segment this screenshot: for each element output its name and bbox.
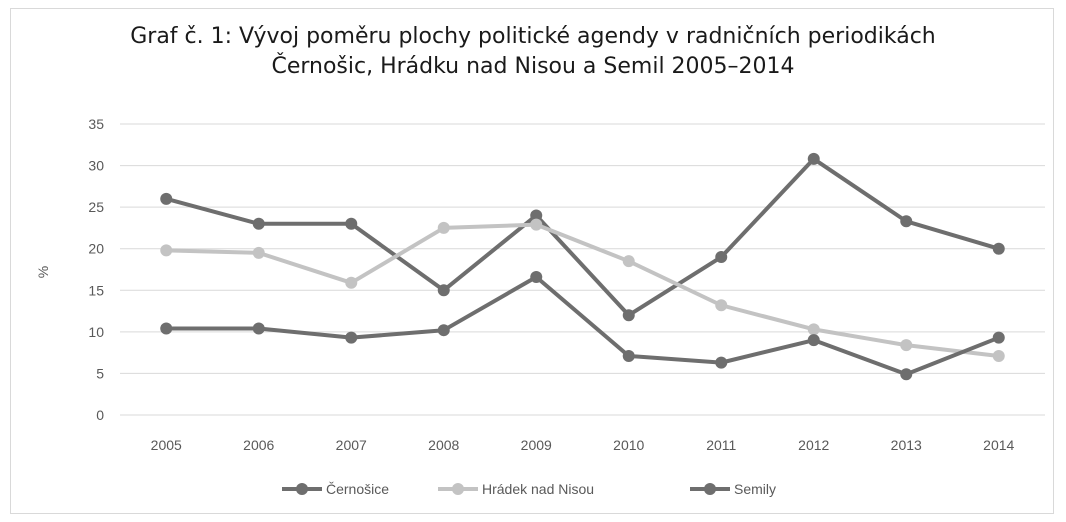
- data-point: [252, 217, 265, 230]
- series-line: [164, 274, 1001, 377]
- data-point: [992, 242, 1005, 255]
- legend-item: Hrádek nad Nisou: [438, 481, 594, 497]
- data-point: [437, 324, 450, 337]
- x-tick-label: 2006: [243, 437, 274, 453]
- data-point: [437, 284, 450, 297]
- series-line: [164, 156, 1001, 318]
- x-tick-label: 2005: [151, 437, 182, 453]
- y-axis-ticks: 0 5 10 15 20 25 30 35: [88, 116, 104, 423]
- data-point: [160, 192, 173, 205]
- legend-swatch-marker: [452, 483, 464, 495]
- data-point: [622, 349, 635, 362]
- chart-title: Graf č. 1: Vývoj poměru plochy politické…: [0, 22, 1066, 82]
- series-2: [160, 218, 1005, 362]
- legend-swatch-marker: [296, 483, 308, 495]
- legend: Černošice Hrádek nad Nisou Semily: [282, 481, 776, 497]
- data-point: [160, 322, 173, 335]
- series-line: [164, 222, 1001, 358]
- data-point: [530, 209, 543, 222]
- data-point: [900, 339, 913, 352]
- y-tick-label: 0: [96, 407, 104, 423]
- series-1: [160, 152, 1005, 322]
- y-tick-label: 35: [88, 116, 104, 132]
- data-point: [900, 368, 913, 381]
- data-point: [437, 221, 450, 234]
- chart-title-line-1: Graf č. 1: Vývoj poměru plochy politické…: [130, 24, 936, 49]
- x-tick-label: 2012: [798, 437, 829, 453]
- data-point: [900, 215, 913, 228]
- data-point: [622, 309, 635, 322]
- data-point: [530, 270, 543, 283]
- data-point: [992, 349, 1005, 362]
- legend-item: Semily: [690, 481, 776, 497]
- data-point: [992, 331, 1005, 344]
- x-tick-label: 2008: [428, 437, 459, 453]
- x-tick-label: 2010: [613, 437, 644, 453]
- x-tick-label: 2007: [336, 437, 367, 453]
- data-point: [160, 244, 173, 257]
- x-tick-label: 2014: [983, 437, 1014, 453]
- x-tick-label: 2009: [521, 437, 552, 453]
- x-tick-label: 2011: [706, 437, 736, 453]
- y-tick-label: 15: [88, 282, 104, 298]
- data-point: [345, 276, 358, 289]
- y-tick-label: 30: [88, 158, 104, 174]
- y-tick-label: 10: [88, 324, 104, 340]
- x-tick-label: 2013: [891, 437, 922, 453]
- y-tick-label: 5: [96, 365, 104, 381]
- data-point: [807, 323, 820, 336]
- data-point: [807, 334, 820, 347]
- data-point: [807, 152, 820, 165]
- x-axis-ticks: 2005 2006 2007 2008 2009 2010 2011 2012 2013 2014: [151, 437, 1015, 453]
- legend-label: Semily: [734, 481, 776, 497]
- legend-item: Černošice: [282, 481, 389, 497]
- y-axis-label: %: [35, 266, 51, 278]
- series-3: [160, 270, 1005, 381]
- data-point: [252, 322, 265, 335]
- data-point: [345, 331, 358, 344]
- legend-label: Černošice: [326, 481, 389, 497]
- data-point: [715, 299, 728, 312]
- y-tick-label: 25: [88, 199, 104, 215]
- data-point: [715, 251, 728, 264]
- data-point: [715, 356, 728, 369]
- legend-label: Hrádek nad Nisou: [482, 481, 594, 497]
- chart-frame: [10, 8, 1054, 514]
- series-group: [160, 152, 1005, 381]
- legend-swatch-marker: [704, 483, 716, 495]
- data-point: [252, 246, 265, 259]
- y-tick-label: 20: [88, 241, 104, 257]
- data-point: [345, 217, 358, 230]
- chart-title-line-2: Černošic, Hrádku nad Nisou a Semil 2005–…: [271, 54, 795, 79]
- data-point: [622, 255, 635, 268]
- data-point: [530, 218, 543, 231]
